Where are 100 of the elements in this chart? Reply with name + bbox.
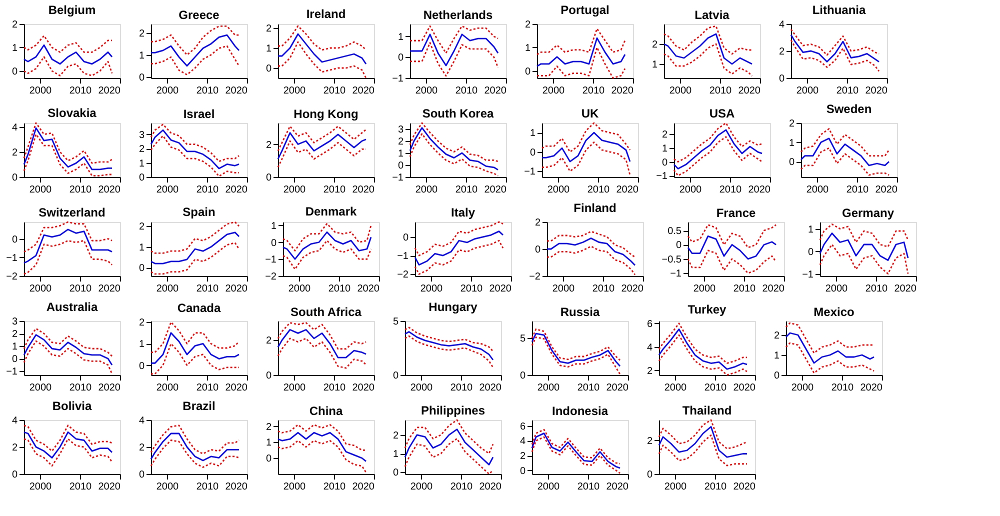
x-tick-label: 2020: [875, 184, 898, 196]
x-tick-label: 2010: [831, 382, 854, 394]
x-tick-label: 2020: [479, 482, 502, 492]
y-tick-label: 0.5: [668, 226, 682, 238]
x-tick-label: 2020: [225, 284, 248, 294]
x-tick-label: 2000: [29, 86, 52, 96]
y-tick-label: 1: [808, 224, 814, 236]
x-tick-label: 2010: [323, 86, 346, 96]
x-tick-label: 2000: [547, 184, 570, 196]
y-tick-label: 0: [266, 454, 272, 465]
chart-title: Sweden: [826, 102, 872, 116]
x-tick-label: 2010: [577, 382, 600, 394]
x-tick-label: 2010: [733, 284, 756, 294]
y-tick-label: 2: [12, 329, 18, 340]
y-tick-label: 1: [662, 143, 668, 154]
x-tick-label: 2020: [733, 482, 756, 492]
x-tick-label: 2000: [415, 184, 438, 196]
x-tick-label: 2010: [865, 284, 888, 294]
y-tick-label: 1: [138, 339, 145, 350]
y-tick-label: −1: [265, 254, 277, 266]
y-tick-label: 5: [520, 334, 526, 345]
x-tick-label: 2010: [69, 284, 92, 294]
x-tick-label: 2000: [283, 482, 306, 492]
y-tick-label: 0: [778, 74, 785, 84]
x-tick-label: 2000: [283, 184, 306, 196]
y-tick-label: −1: [656, 171, 668, 182]
x-tick-label: 2000: [156, 382, 180, 394]
chart-title: Australia: [46, 300, 98, 314]
x-tick-label: 2000: [29, 284, 52, 294]
chart-title: Canada: [177, 301, 221, 316]
x-tick-label: 2000: [415, 86, 438, 96]
x-tick-label: 2000: [537, 382, 560, 394]
x-tick-label: 2020: [484, 184, 507, 196]
y-tick-label: −1: [392, 172, 404, 184]
x-tick-label: 2000: [156, 284, 180, 294]
chart-title: Italy: [450, 205, 476, 220]
x-tick-label: 2020: [894, 284, 917, 294]
y-tick-label: 0: [398, 52, 404, 64]
x-tick-label: 2010: [846, 184, 870, 196]
y-tick-label: 2: [138, 28, 145, 40]
y-tick-label: 0: [12, 66, 18, 78]
y-tick-label: 2: [524, 20, 531, 30]
chart-title: Ireland: [306, 7, 346, 21]
x-tick-label: 2000: [537, 482, 560, 492]
y-tick-label: −2: [265, 272, 277, 282]
chart-title: USA: [709, 106, 735, 120]
y-tick-label: 4: [12, 416, 18, 426]
chart-title: Philippines: [420, 403, 486, 418]
x-tick-label: 2020: [225, 382, 248, 394]
y-tick-label: 2: [266, 24, 272, 34]
chart-title: Mexico: [814, 305, 854, 319]
y-tick-label: 0: [138, 172, 145, 184]
x-tick-label: 2020: [98, 482, 121, 492]
y-tick-label: 1: [138, 158, 145, 170]
chart-title: Brazil: [182, 399, 216, 413]
y-tick-label: 1: [398, 32, 404, 43]
x-tick-label: 2010: [836, 86, 860, 96]
y-tick-label: 0: [392, 370, 399, 382]
y-tick-label: 2: [778, 46, 785, 58]
x-tick-label: 2000: [156, 184, 180, 196]
y-tick-label: 0: [266, 370, 272, 382]
y-tick-label: 1: [138, 242, 145, 254]
x-tick-label: 2000: [664, 482, 688, 492]
x-tick-label: 2020: [225, 86, 248, 96]
chart-title: Portugal: [560, 3, 610, 17]
y-tick-label: 0: [12, 234, 18, 246]
x-tick-label: 2010: [323, 482, 346, 492]
y-tick-label: 4: [778, 20, 785, 30]
y-tick-label: 0: [12, 172, 18, 184]
chart-title: Slovakia: [48, 106, 97, 120]
x-tick-label: 2000: [679, 184, 702, 196]
x-tick-label: 2010: [196, 184, 220, 196]
x-tick-label: 2020: [225, 482, 248, 492]
x-tick-label: 2020: [352, 86, 375, 96]
y-tick-label: 0: [662, 157, 668, 168]
y-tick-label: 2: [12, 442, 18, 454]
chart-title: Lithuania: [812, 3, 866, 17]
x-tick-label: 2010: [719, 184, 742, 196]
y-tick-label: 0: [534, 244, 541, 256]
chart-title: Israel: [183, 107, 215, 121]
y-tick-label: 4: [12, 122, 18, 134]
x-tick-label: 2010: [69, 382, 92, 394]
y-tick-label: 0: [676, 240, 682, 252]
chart-title: Greece: [178, 8, 220, 22]
chart-title: Germany: [842, 206, 894, 220]
x-tick-label: 2000: [806, 184, 830, 196]
y-tick-label: 1: [12, 342, 18, 353]
x-tick-label: 2000: [283, 86, 306, 96]
y-tick-label: −2: [6, 272, 18, 282]
y-tick-label: 1: [266, 438, 272, 449]
y-tick-label: −2: [529, 272, 541, 282]
x-tick-label: 2010: [577, 482, 600, 492]
x-tick-label: 2010: [450, 382, 474, 394]
y-tick-label: 0: [266, 64, 272, 74]
chart-title: Finland: [574, 201, 616, 215]
chart-title: UK: [581, 106, 599, 120]
y-tick-label: 2: [138, 144, 145, 156]
chart-title: Belgium: [48, 3, 96, 17]
x-tick-label: 2010: [704, 382, 728, 394]
y-tick-label: 1: [774, 350, 780, 362]
